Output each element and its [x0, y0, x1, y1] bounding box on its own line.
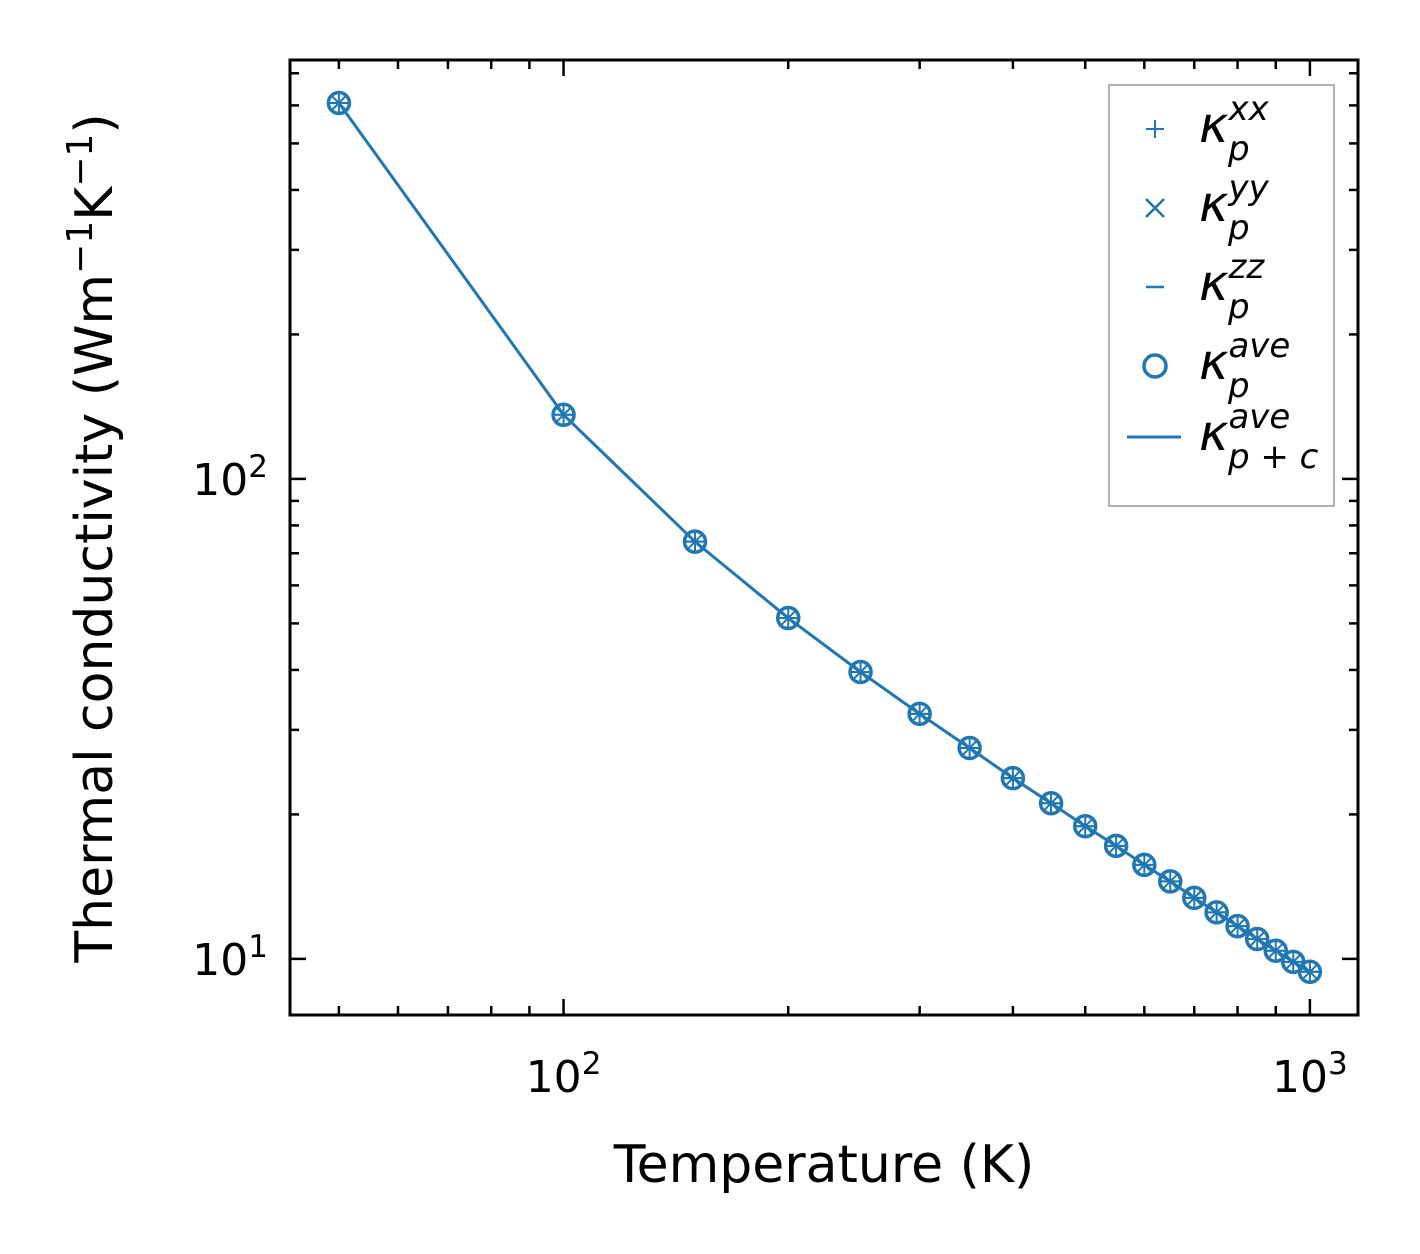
circle-marker [1204, 900, 1229, 925]
tick-exponent: 1 [248, 929, 268, 965]
y-tick-label: 102 [192, 449, 268, 506]
ylabel-exp: −1 [60, 134, 101, 187]
legend-symbol: κ [1199, 96, 1229, 154]
series-kappa_p_ave [326, 90, 1323, 985]
legend-item-kappa_p_zz: κzz p [1146, 247, 1265, 327]
legend-symbol: κ [1199, 404, 1229, 462]
circle-marker [551, 402, 576, 428]
circle-marker [1297, 959, 1323, 985]
legend-symbol: κ [1199, 333, 1229, 391]
circle-marker [682, 529, 708, 554]
y-axis-label: Thermal conductivity (Wm−1K−1) [60, 113, 125, 963]
x-icon [1145, 198, 1165, 218]
circle-marker [957, 735, 982, 761]
circle-marker [326, 90, 352, 116]
circle-marker [1225, 913, 1250, 939]
x-tick-label: 102 [526, 1046, 602, 1103]
tick-exponent: 3 [1328, 1046, 1348, 1082]
legend-superscript: yy [1227, 168, 1269, 208]
tick-exponent: 2 [582, 1046, 602, 1082]
legend-item-kappa_p_xx: κxx p [1146, 89, 1270, 169]
legend-subscript: p + c [1227, 437, 1319, 477]
circle-marker [775, 605, 801, 631]
legend-label: κyy p [1199, 168, 1270, 248]
circle-marker [1000, 765, 1026, 791]
ylabel-text: K [65, 185, 125, 221]
circle-marker [1038, 790, 1064, 816]
circle-marker [1132, 852, 1157, 878]
legend-superscript: ave [1228, 326, 1290, 366]
circle-icon [1142, 353, 1168, 379]
ylabel-exp: −1 [60, 221, 101, 274]
tick-base: 10 [1272, 1052, 1328, 1103]
circle-marker [1158, 869, 1183, 894]
circle-marker [1244, 926, 1270, 952]
legend-superscript: ave [1228, 397, 1290, 437]
plus-icon [1146, 120, 1164, 138]
ylabel-text: Thermal conductivity (Wm [65, 274, 125, 964]
circle-marker [1263, 938, 1288, 963]
legend-subscript: p [1227, 287, 1250, 327]
series-kappa_p_zz [329, 101, 1319, 973]
tick-base: 10 [192, 935, 248, 986]
tick-base: 10 [526, 1052, 582, 1103]
plot-frame [288, 58, 1360, 1017]
legend-subscript: p [1227, 129, 1250, 169]
circle-marker [1103, 833, 1129, 859]
legend-symbol: κ [1199, 254, 1229, 312]
legend-item-kappa_pc_ave: κave p + c [1127, 397, 1319, 477]
circle-marker [1182, 885, 1207, 911]
tick-base: 10 [192, 455, 248, 506]
legend-label: κave p + c [1199, 397, 1319, 477]
legend-superscript: zz [1227, 247, 1265, 287]
legend-symbol: κ [1199, 175, 1229, 233]
legend-subscript: p [1227, 366, 1250, 406]
y-tick-label: 101 [192, 929, 268, 986]
x-tick-label: 103 [1272, 1046, 1348, 1103]
legend-superscript: xx [1227, 89, 1269, 129]
tick-exponent: 2 [248, 449, 268, 485]
circle-marker [907, 701, 932, 727]
circle-marker [848, 659, 873, 685]
circle-marker [1072, 813, 1098, 839]
x-axis-label: Temperature (K) [613, 1135, 1035, 1195]
legend-subscript: p [1227, 208, 1250, 248]
ylabel-text: ) [65, 113, 125, 133]
legend-label: κzz p [1199, 247, 1265, 327]
legend-item-kappa_p_yy: κyy p [1145, 168, 1270, 248]
legend-label: κave p [1199, 326, 1290, 406]
legend-item-kappa_p_ave: κave p [1142, 326, 1290, 406]
legend-label: κxx p [1199, 89, 1270, 169]
